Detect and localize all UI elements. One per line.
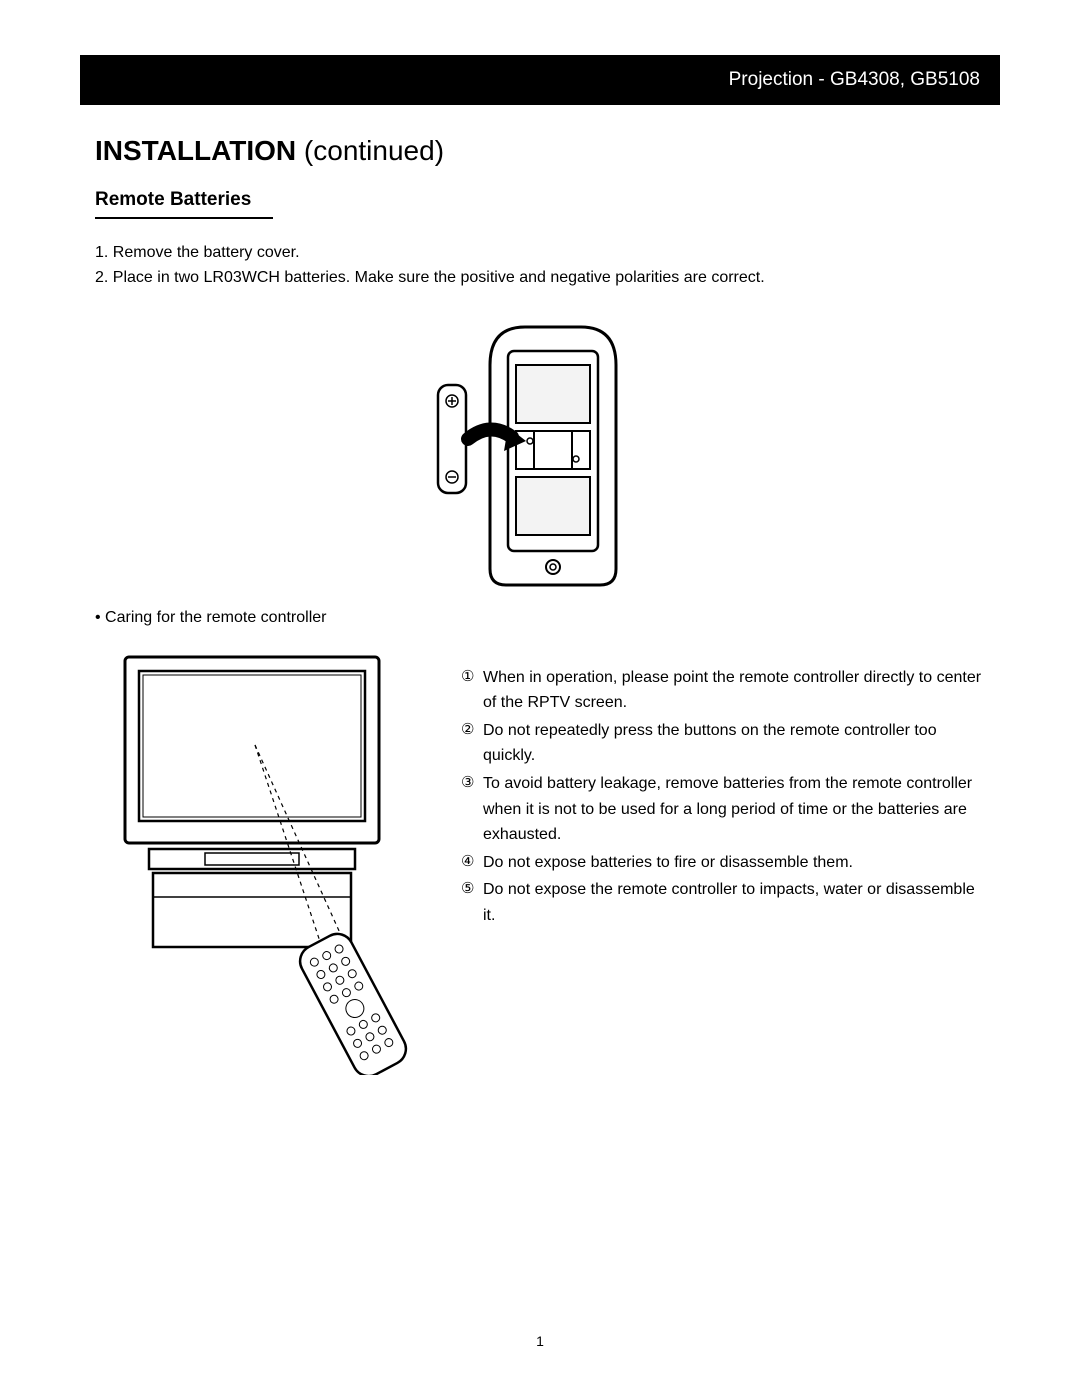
figure-tv-remote <box>95 645 435 1075</box>
manual-page: Projection - GB4308, GB5108 INSTALLATION… <box>0 0 1080 1397</box>
tip-3-num: ③ <box>461 771 483 848</box>
step-2: 2. Place in two LR03WCH batteries. Make … <box>95 266 985 291</box>
battery-steps: 1. Remove the battery cover. 2. Place in… <box>95 241 985 291</box>
tip-2: ② Do not repeatedly press the buttons on… <box>461 718 985 769</box>
tip-3-text: To avoid battery leakage, remove batteri… <box>483 771 985 848</box>
page-number: 1 <box>0 1333 1080 1349</box>
page-title: INSTALLATION (continued) <box>95 135 985 167</box>
tip-4-num: ④ <box>461 850 483 876</box>
tip-4: ④ Do not expose batteries to fire or dis… <box>461 850 985 876</box>
figure-remote-back <box>95 321 985 591</box>
subheading-underline <box>95 217 273 219</box>
section-subheading: Remote Batteries <box>95 189 251 213</box>
tip-2-num: ② <box>461 718 483 769</box>
tip-2-text: Do not repeatedly press the buttons on t… <box>483 718 985 769</box>
tv-and-tips-row: ① When in operation, please point the re… <box>95 645 985 1075</box>
tip-4-text: Do not expose batteries to fire or disas… <box>483 850 985 876</box>
tip-1: ① When in operation, please point the re… <box>461 665 985 716</box>
tv-remote-illustration <box>105 645 425 1075</box>
header-title: Projection - GB4308, GB5108 <box>729 69 980 91</box>
tip-5-num: ⑤ <box>461 877 483 928</box>
tip-5: ⑤ Do not expose the remote controller to… <box>461 877 985 928</box>
remote-back-illustration <box>390 321 690 591</box>
heading-continued: (continued) <box>296 135 444 166</box>
header-bar: Projection - GB4308, GB5108 <box>80 55 1000 105</box>
step-1: 1. Remove the battery cover. <box>95 241 985 266</box>
caring-label: • Caring for the remote controller <box>95 609 985 627</box>
care-tips-list: ① When in operation, please point the re… <box>461 645 985 931</box>
tip-1-num: ① <box>461 665 483 716</box>
tip-3: ③ To avoid battery leakage, remove batte… <box>461 771 985 848</box>
heading-main: INSTALLATION <box>95 135 296 166</box>
tip-1-text: When in operation, please point the remo… <box>483 665 985 716</box>
tip-5-text: Do not expose the remote controller to i… <box>483 877 985 928</box>
content-area: INSTALLATION (continued) Remote Batterie… <box>95 135 985 1075</box>
